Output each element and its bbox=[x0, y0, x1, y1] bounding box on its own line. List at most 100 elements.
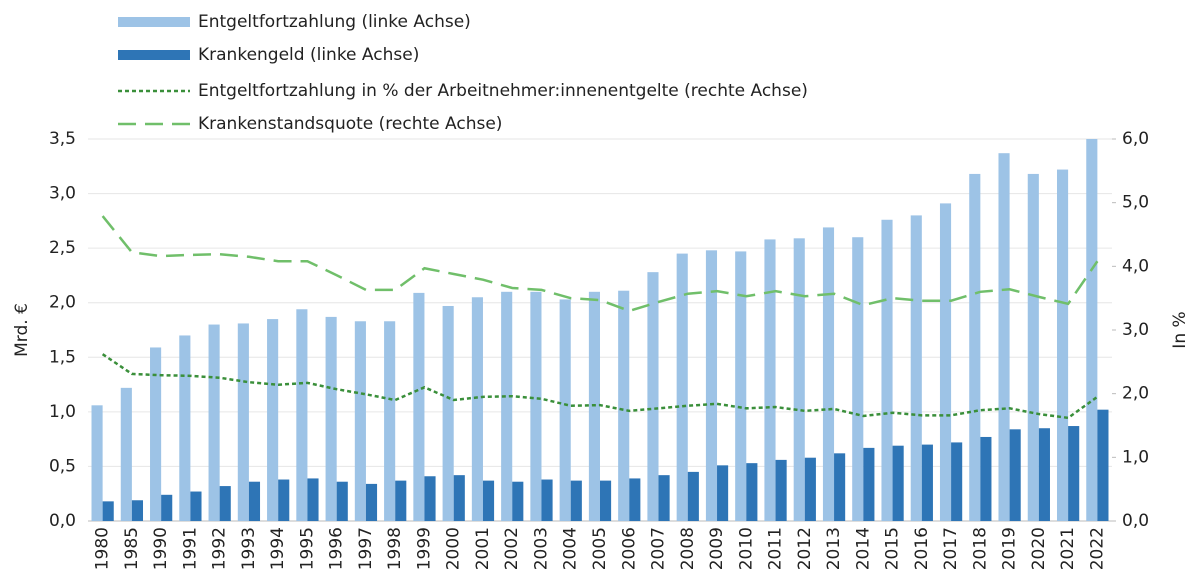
bar bbox=[530, 291, 542, 521]
bar bbox=[939, 203, 952, 521]
line bbox=[101, 353, 1099, 420]
bar bbox=[512, 481, 524, 521]
x-tick-label: 2018 bbox=[970, 527, 990, 570]
bar bbox=[150, 347, 162, 521]
bar bbox=[102, 501, 114, 521]
bar bbox=[307, 478, 319, 521]
legend-swatch bbox=[118, 17, 190, 27]
bar bbox=[384, 321, 396, 521]
bar bbox=[482, 480, 495, 521]
bar bbox=[296, 309, 308, 521]
bar bbox=[237, 323, 249, 521]
y2-tick-label: 6,0 bbox=[1122, 129, 1149, 149]
bar bbox=[980, 436, 992, 521]
x-tick-label: 2004 bbox=[561, 527, 581, 570]
bar bbox=[161, 494, 173, 521]
bar bbox=[179, 335, 191, 521]
x-tick-label: 1992 bbox=[210, 527, 230, 570]
bar bbox=[501, 291, 513, 521]
y2-tick-label: 3,0 bbox=[1122, 320, 1149, 340]
bar bbox=[822, 227, 835, 522]
bar bbox=[325, 316, 337, 521]
y2-tick-label: 4,0 bbox=[1122, 256, 1149, 276]
y-tick-label: 3,0 bbox=[49, 184, 76, 204]
bar bbox=[717, 465, 729, 521]
x-tick-label: 2012 bbox=[795, 527, 815, 570]
bar bbox=[863, 447, 875, 521]
bar bbox=[1097, 409, 1109, 521]
x-tick-label: 2020 bbox=[1029, 527, 1049, 570]
y2-tick-label: 5,0 bbox=[1122, 193, 1149, 213]
legend-swatch bbox=[118, 50, 190, 60]
bar bbox=[395, 480, 407, 521]
bar bbox=[208, 324, 220, 521]
bar bbox=[775, 459, 787, 521]
y-tick-label: 2,0 bbox=[49, 293, 76, 313]
bar bbox=[793, 238, 805, 521]
bar bbox=[1038, 428, 1050, 521]
bar bbox=[570, 480, 582, 521]
legend-label: Krankengeld (linke Achse) bbox=[198, 45, 419, 65]
bar bbox=[120, 387, 132, 521]
bar bbox=[1009, 429, 1021, 521]
y-tick-label: 1,5 bbox=[49, 347, 76, 367]
x-tick-label: 1993 bbox=[239, 527, 259, 570]
x-tick-label: 2003 bbox=[531, 527, 551, 570]
x-tick-label: 1995 bbox=[297, 527, 317, 570]
x-tick-label: 2009 bbox=[707, 527, 727, 570]
x-tick-label: 2008 bbox=[678, 527, 698, 570]
bar bbox=[219, 486, 231, 521]
bar bbox=[804, 457, 816, 521]
bar bbox=[998, 153, 1010, 521]
x-tick-label: 1999 bbox=[414, 527, 434, 570]
bar bbox=[1068, 426, 1080, 521]
x-tick-label: 2000 bbox=[444, 527, 464, 570]
x-tick-label: 2015 bbox=[883, 527, 903, 570]
bar bbox=[852, 237, 864, 521]
x-tick-label: 1996 bbox=[327, 527, 347, 570]
x-tick-label: 1990 bbox=[151, 527, 171, 570]
bar bbox=[442, 305, 454, 521]
y2-axis-label: In % bbox=[1170, 311, 1190, 348]
x-tick-label: 2001 bbox=[473, 527, 493, 570]
bar bbox=[881, 219, 893, 521]
x-tick-label: 2007 bbox=[649, 527, 669, 570]
bar bbox=[746, 463, 758, 521]
bar bbox=[278, 479, 290, 521]
x-tick-label: 2006 bbox=[619, 527, 639, 570]
bar bbox=[354, 321, 366, 521]
y2-tick-label: 2,0 bbox=[1122, 384, 1149, 404]
x-tick-label: 1997 bbox=[356, 527, 376, 570]
x-tick-label: 2013 bbox=[824, 527, 844, 570]
bar bbox=[336, 481, 348, 521]
bar bbox=[910, 215, 922, 521]
x-tick-label: 2010 bbox=[736, 527, 756, 570]
legend-label: Entgeltfortzahlung (linke Achse) bbox=[198, 12, 471, 32]
bar bbox=[618, 290, 630, 521]
bar bbox=[471, 297, 483, 521]
bar bbox=[705, 250, 718, 521]
y2-tick-label: 0,0 bbox=[1122, 511, 1149, 531]
x-tick-label: 2016 bbox=[912, 527, 932, 570]
x-tick-label: 2011 bbox=[766, 527, 786, 570]
legend-label: Entgeltfortzahlung in % der Arbeitnehmer… bbox=[198, 81, 808, 101]
y-tick-label: 3,5 bbox=[49, 129, 76, 149]
x-tick-label: 2021 bbox=[1058, 527, 1078, 570]
bar bbox=[735, 251, 747, 521]
bar bbox=[629, 478, 641, 521]
x-tick-label: 2014 bbox=[853, 527, 873, 570]
x-tick-label: 1994 bbox=[268, 527, 288, 570]
bar bbox=[892, 445, 904, 521]
bar bbox=[1056, 169, 1069, 521]
bar bbox=[921, 444, 933, 521]
bar bbox=[687, 471, 699, 521]
bar bbox=[453, 475, 465, 521]
x-tick-label: 2019 bbox=[1000, 527, 1020, 570]
bar bbox=[267, 319, 279, 521]
x-tick-label: 1980 bbox=[93, 527, 113, 570]
bar bbox=[676, 253, 688, 521]
y-axis-label: Mrd. € bbox=[12, 303, 32, 357]
bar bbox=[424, 476, 436, 521]
bar bbox=[969, 173, 981, 521]
